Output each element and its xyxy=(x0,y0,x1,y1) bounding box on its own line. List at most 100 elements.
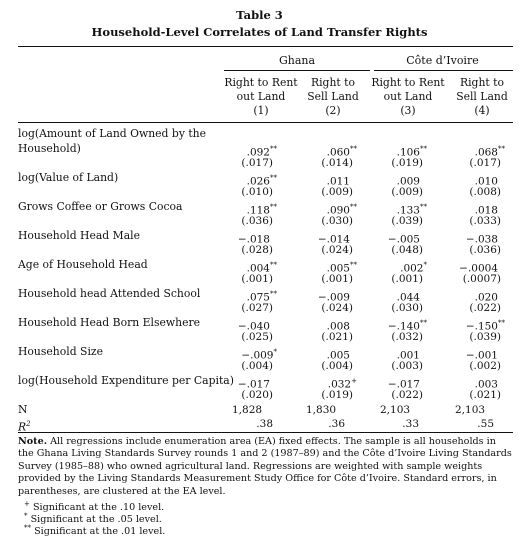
se-cell: (.048) xyxy=(391,244,423,256)
group-rule-cote-divoire xyxy=(374,70,513,71)
footnote-text: Significant at the .05 level. xyxy=(30,514,162,526)
se-cell: (.039) xyxy=(391,215,423,227)
n-label: N xyxy=(18,403,28,416)
coef-cell: −.009* xyxy=(241,348,277,362)
coef-cell: .075** xyxy=(246,290,277,304)
se-cell: (.004) xyxy=(241,360,273,372)
col-header-2-line2: Sell Land xyxy=(307,90,359,103)
coef-cell: .020** xyxy=(474,291,498,304)
col-header-3-line2: out Land xyxy=(383,90,433,103)
coef-cell: .001** xyxy=(396,349,420,362)
se-cell: (.033) xyxy=(469,215,501,227)
col-header-1-number: (1) xyxy=(253,104,269,117)
row-label: Household Head Male xyxy=(18,229,140,242)
se-cell: (.020) xyxy=(241,389,273,401)
col-header-4-line2: Sell Land xyxy=(456,90,508,103)
footnote-text: Significant at the .10 level. xyxy=(32,502,165,514)
row-label: log(Value of Land) xyxy=(18,171,119,184)
coef-cell: .005** xyxy=(326,261,357,275)
se-cell: (.019) xyxy=(391,157,423,169)
se-cell: (.024) xyxy=(321,244,353,256)
table-note: Note. All regressions include enumeratio… xyxy=(18,436,513,498)
n-value: 2,103 xyxy=(380,404,411,416)
coef-cell: .090** xyxy=(326,203,357,217)
row-label: Household head Attended School xyxy=(18,287,201,300)
coef-cell: .026** xyxy=(246,174,277,188)
se-cell: (.021) xyxy=(469,389,501,401)
se-cell: (.001) xyxy=(391,273,423,285)
row-label: Age of Household Head xyxy=(18,258,148,271)
se-cell: (.028) xyxy=(241,244,273,256)
se-cell: (.030) xyxy=(391,302,423,314)
coef-cell: −.001** xyxy=(465,349,498,362)
se-cell: (.014) xyxy=(321,157,353,169)
se-cell: (.021) xyxy=(321,331,353,343)
footnote-symbol: + xyxy=(24,500,30,508)
se-cell: (.036) xyxy=(241,215,273,227)
r2-letter: R xyxy=(18,420,27,434)
se-cell: (.004) xyxy=(321,360,353,372)
se-cell: (.010) xyxy=(241,186,273,198)
r2-value: .36 xyxy=(328,418,345,430)
se-cell: (.019) xyxy=(321,389,353,401)
se-cell: (.009) xyxy=(321,186,353,198)
col-header-4-line1: Right to xyxy=(459,76,505,89)
top-rule xyxy=(18,46,513,47)
col-header-3-number: (3) xyxy=(400,104,416,117)
se-cell: (.024) xyxy=(321,302,353,314)
note-text: All regressions include enumeration area… xyxy=(18,436,512,497)
col-header-4-number: (4) xyxy=(474,104,490,117)
footnote: * Significant at the .05 level. xyxy=(24,510,162,526)
coef-cell: .003** xyxy=(474,378,498,391)
se-cell: (.032) xyxy=(391,331,423,343)
coef-cell: .060** xyxy=(326,145,357,159)
coef-cell: .068** xyxy=(474,145,505,159)
se-cell: (.009) xyxy=(391,186,423,198)
coef-cell: .008** xyxy=(326,320,350,333)
col-header-1-line1: Right to Rent xyxy=(224,76,298,89)
n-value: 1,828 xyxy=(232,404,263,416)
row-label-cont: Household) xyxy=(18,142,81,155)
coef-cell: .018** xyxy=(474,204,498,217)
coef-cell: −.005** xyxy=(387,233,420,246)
col-header-3-line1: Right to Rent xyxy=(371,76,445,89)
header-rule xyxy=(18,122,513,123)
col-header-1-line2: out Land xyxy=(236,90,286,103)
bottom-rule xyxy=(18,432,513,433)
group-ghana: Ghana xyxy=(278,54,316,67)
group-cote-divoire: Côte d’Ivoire xyxy=(406,54,479,67)
coef-cell: −.017** xyxy=(237,378,270,391)
coef-cell: .133** xyxy=(396,203,427,217)
r2-value: .33 xyxy=(402,418,419,430)
se-cell: (.027) xyxy=(241,302,273,314)
se-cell: (.003) xyxy=(391,360,423,372)
coef-cell: −.140** xyxy=(387,319,427,333)
se-cell: (.017) xyxy=(241,157,273,169)
se-cell: (.030) xyxy=(321,215,353,227)
coef-cell: .044** xyxy=(396,291,420,304)
n-value: 2,103 xyxy=(455,404,486,416)
se-cell: (.002) xyxy=(469,360,501,372)
col-header-2-number: (2) xyxy=(325,104,341,117)
se-cell: (.022) xyxy=(469,302,501,314)
se-cell: (.001) xyxy=(241,273,273,285)
footnote-symbol: * xyxy=(24,512,28,520)
coef-cell: .004** xyxy=(246,261,277,275)
table-title: Household-Level Correlates of Land Trans… xyxy=(91,25,428,39)
r2-value: .38 xyxy=(256,418,273,430)
n-value: 1,830 xyxy=(306,404,337,416)
footnote: + Significant at the .10 level. xyxy=(24,498,164,514)
coef-cell: .118** xyxy=(246,203,277,217)
coef-cell: .002* xyxy=(400,261,427,275)
coef-cell: .092** xyxy=(246,145,277,159)
row-label: log(Amount of Land Owned by the xyxy=(18,127,207,140)
coef-cell: −.018** xyxy=(237,233,270,246)
coef-cell: .010** xyxy=(474,175,498,188)
col-header-2-line1: Right to xyxy=(310,76,356,89)
coef-cell: −.040** xyxy=(237,320,270,333)
coef-cell: −.150** xyxy=(465,319,505,333)
coef-cell: .005** xyxy=(326,349,350,362)
coef-cell: .106** xyxy=(396,145,427,159)
coef-cell: .032+ xyxy=(327,377,357,391)
